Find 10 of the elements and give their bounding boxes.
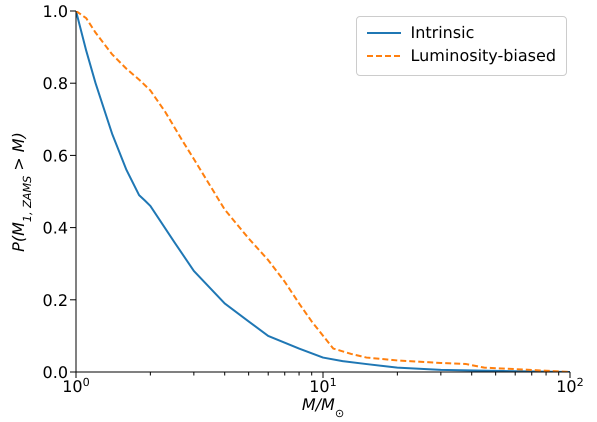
legend-label: Intrinsic	[410, 23, 474, 42]
y-tick-label: 1.0	[42, 2, 68, 21]
x-tick-label: 10$^{2}$	[556, 376, 584, 396]
x-axis-title: M/M$_{⊙}$	[302, 395, 344, 420]
y-tick-label: 0.4	[42, 218, 68, 238]
x-tick-label: 10$^{1}$	[309, 376, 337, 396]
legend-label: Luminosity-biased	[410, 46, 556, 65]
y-tick-label: 0.2	[42, 290, 68, 310]
y-tick-label: 0.8	[42, 74, 68, 94]
y-tick-label: 0.6	[42, 146, 68, 166]
